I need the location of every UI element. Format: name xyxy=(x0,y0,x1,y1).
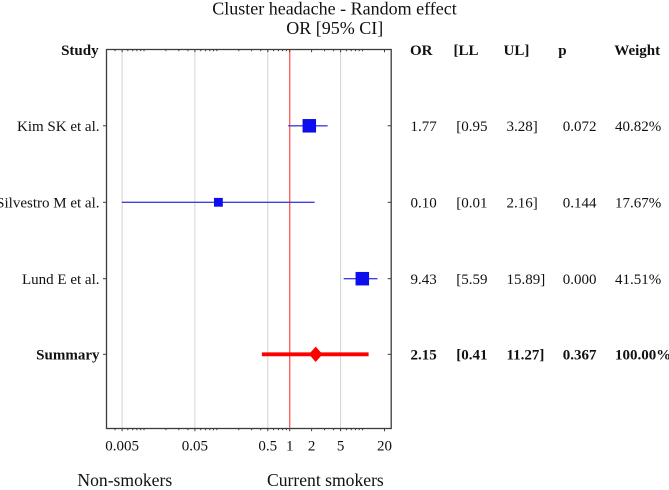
svg-text:[5.59: [5.59 xyxy=(456,272,487,288)
svg-text:0.005: 0.005 xyxy=(105,439,139,455)
svg-text:OR [95% CI]: OR [95% CI] xyxy=(286,18,383,38)
svg-text:40.82%: 40.82% xyxy=(615,119,661,135)
svg-text:41.51%: 41.51% xyxy=(615,272,661,288)
svg-text:Silvestro M et al.: Silvestro M et al. xyxy=(0,196,100,212)
svg-text:1: 1 xyxy=(286,439,294,455)
svg-text:[0.95: [0.95 xyxy=(456,119,487,135)
svg-text:Current smokers: Current smokers xyxy=(267,470,384,490)
svg-text:OR: OR xyxy=(410,43,433,59)
svg-text:Non-smokers: Non-smokers xyxy=(77,470,172,490)
svg-text:0.144: 0.144 xyxy=(563,196,597,212)
svg-text:0.10: 0.10 xyxy=(411,196,437,212)
svg-text:Lund E et al.: Lund E et al. xyxy=(22,272,99,288)
svg-text:UL]: UL] xyxy=(504,43,530,59)
svg-text:[LL: [LL xyxy=(454,43,479,59)
svg-text:5: 5 xyxy=(337,439,345,455)
svg-text:Kim SK et al.: Kim SK et al. xyxy=(17,119,100,135)
svg-text:Cluster headache - Random effe: Cluster headache - Random effect xyxy=(212,0,457,19)
svg-text:100.00%: 100.00% xyxy=(615,348,669,364)
svg-text:0.5: 0.5 xyxy=(258,439,277,455)
svg-text:2.15: 2.15 xyxy=(411,348,437,364)
svg-text:20: 20 xyxy=(377,439,392,455)
svg-text:17.67%: 17.67% xyxy=(615,196,661,212)
svg-text:0.05: 0.05 xyxy=(182,439,208,455)
svg-text:15.89]: 15.89] xyxy=(507,272,546,288)
svg-text:p: p xyxy=(558,43,566,59)
svg-text:[0.01: [0.01 xyxy=(456,196,487,212)
svg-text:Summary: Summary xyxy=(36,348,100,364)
svg-text:11.27]: 11.27] xyxy=(507,348,545,364)
svg-text:1.77: 1.77 xyxy=(411,119,438,135)
svg-text:0.367: 0.367 xyxy=(563,348,597,364)
svg-text:[0.41: [0.41 xyxy=(456,348,487,364)
svg-text:0.000: 0.000 xyxy=(563,272,597,288)
svg-text:2.16]: 2.16] xyxy=(507,196,538,212)
svg-text:0.072: 0.072 xyxy=(563,119,597,135)
svg-text:Weight: Weight xyxy=(614,43,660,59)
svg-text:3.28]: 3.28] xyxy=(507,119,538,135)
svg-text:9.43: 9.43 xyxy=(411,272,437,288)
svg-text:Study: Study xyxy=(61,43,99,59)
svg-text:2: 2 xyxy=(308,439,316,455)
